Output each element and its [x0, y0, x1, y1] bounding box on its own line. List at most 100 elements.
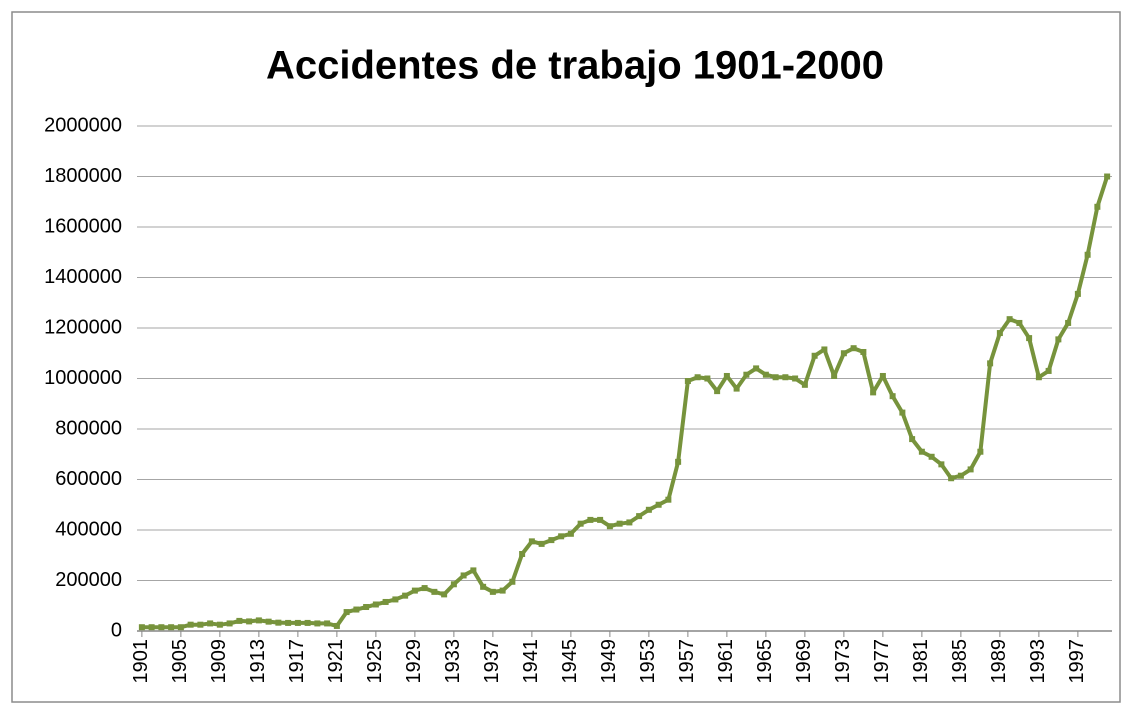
data-point: [899, 409, 906, 416]
data-point: [285, 619, 292, 626]
y-tick-label: 800000: [55, 417, 122, 439]
data-point: [597, 516, 604, 523]
data-point: [723, 372, 730, 379]
data-point: [704, 375, 711, 382]
data-point: [567, 530, 574, 537]
data-point: [392, 596, 399, 603]
data-point: [226, 620, 233, 627]
y-tick-label: 200000: [55, 569, 122, 591]
data-point: [343, 609, 350, 616]
data-point: [577, 520, 584, 527]
y-tick-label: 1600000: [44, 215, 122, 237]
data-point: [772, 374, 779, 381]
y-tick-label: 0: [111, 619, 122, 641]
x-tick-label: 1917: [286, 639, 308, 684]
data-point: [1084, 251, 1091, 258]
data-point: [314, 620, 321, 627]
data-point: [363, 604, 370, 611]
data-point: [138, 624, 145, 631]
x-tick-label: 1945: [559, 639, 581, 684]
x-tick-label: 1957: [676, 639, 698, 684]
x-tick-label: 1929: [403, 639, 425, 684]
data-point: [753, 365, 760, 372]
x-tick-label: 1941: [520, 639, 542, 684]
x-tick-label: 1949: [598, 639, 620, 684]
data-point: [792, 375, 799, 382]
y-tick-label: 600000: [55, 468, 122, 490]
data-point: [870, 389, 877, 396]
data-point: [655, 501, 662, 508]
y-tick-label: 1800000: [44, 165, 122, 187]
data-point: [860, 348, 867, 355]
data-point: [402, 592, 409, 599]
data-point: [850, 345, 857, 352]
y-tick-label: 1200000: [44, 316, 122, 338]
x-tick-label: 1925: [364, 639, 386, 684]
data-point: [762, 371, 769, 378]
data-point: [216, 621, 223, 628]
x-tick-label: 1901: [130, 639, 152, 684]
data-point: [168, 624, 175, 631]
data-point: [1094, 203, 1101, 210]
data-point: [255, 617, 262, 624]
data-point: [987, 360, 994, 367]
data-point: [948, 475, 955, 482]
data-point: [538, 540, 545, 547]
data-point: [645, 506, 652, 513]
data-point: [918, 448, 925, 455]
chart-title: Accidentes de trabajo 1901-2000: [266, 44, 884, 88]
data-point: [636, 513, 643, 520]
x-tick-label: 1969: [793, 639, 815, 684]
data-point: [1104, 173, 1111, 180]
data-point: [333, 622, 340, 629]
data-point: [811, 352, 818, 359]
data-point: [1006, 316, 1013, 323]
x-tick-label: 1937: [481, 639, 503, 684]
data-point: [528, 538, 535, 545]
data-point: [519, 550, 526, 557]
y-tick-label: 1400000: [44, 266, 122, 288]
data-point: [431, 588, 438, 595]
data-point: [616, 520, 623, 527]
x-tick-label: 1985: [949, 639, 971, 684]
data-point: [1074, 290, 1081, 297]
x-tick-label: 1909: [208, 639, 230, 684]
data-point: [480, 583, 487, 590]
x-tick-label: 1913: [247, 639, 269, 684]
x-tick-label: 1989: [988, 639, 1010, 684]
data-point: [606, 523, 613, 530]
data-point: [148, 624, 155, 631]
data-point: [265, 618, 272, 625]
data-point: [938, 461, 945, 468]
data-point: [470, 567, 477, 574]
y-tick-label: 2000000: [44, 114, 122, 136]
data-point: [177, 624, 184, 631]
data-point: [782, 374, 789, 381]
data-point: [304, 619, 311, 626]
data-point: [928, 453, 935, 460]
data-point: [1016, 319, 1023, 326]
data-point: [821, 346, 828, 353]
data-point: [967, 466, 974, 473]
data-point: [489, 588, 496, 595]
data-point: [1065, 319, 1072, 326]
data-point: [382, 598, 389, 605]
data-point: [957, 472, 964, 479]
chart-border: [11, 11, 1121, 703]
data-point: [831, 372, 838, 379]
data-point: [499, 587, 506, 594]
data-point: [421, 585, 428, 592]
data-point: [743, 371, 750, 378]
data-point: [353, 606, 360, 613]
data-point: [626, 519, 633, 526]
data-point: [1035, 374, 1042, 381]
x-tick-label: 1973: [832, 639, 854, 684]
data-point: [684, 378, 691, 385]
y-tick-label: 400000: [55, 518, 122, 540]
data-point: [733, 385, 740, 392]
data-point: [324, 620, 331, 627]
data-point: [714, 388, 721, 395]
data-point: [1026, 335, 1033, 342]
data-point: [197, 621, 204, 628]
